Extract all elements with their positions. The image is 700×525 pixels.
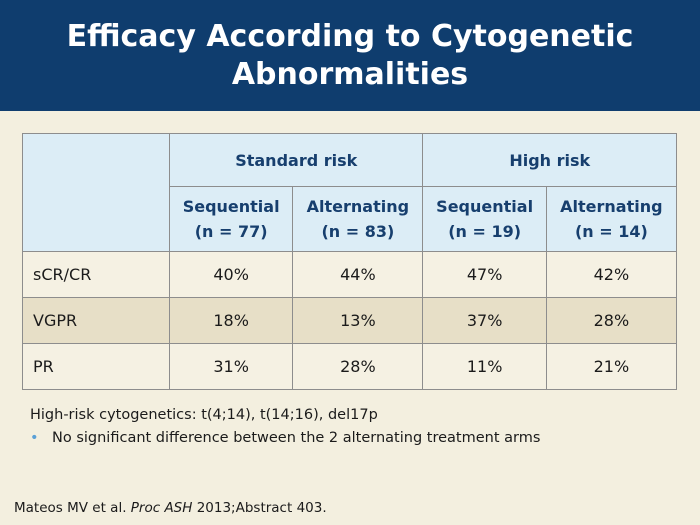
column-header: Alternating (n = 83): [292, 186, 424, 252]
row-label: sCR/CR: [22, 251, 170, 298]
slide-title-line-2: Abnormalities: [231, 57, 469, 92]
row-label: PR: [22, 343, 170, 390]
efficacy-table: Standard risk High risk Sequential (n = …: [22, 133, 678, 390]
bullet-icon: •: [30, 430, 39, 446]
column-header-n: (n = 14): [574, 222, 648, 241]
table-cell: 47%: [422, 251, 547, 298]
cytogenetics-definition: High-risk cytogenetics: t(4;14), t(14;16…: [30, 407, 378, 423]
citation-authors: Mateos MV et al.: [14, 500, 127, 516]
slide-title-line-1: Efficacy According to Cytogenetic: [66, 19, 634, 54]
table-cell: 42%: [545, 251, 678, 298]
column-header-n: (n = 83): [321, 222, 395, 241]
column-header-arm: Sequential: [182, 197, 280, 216]
notes: High-risk cytogenetics: t(4;14), t(14;16…: [30, 404, 540, 450]
citation: Mateos MV et al. Proc ASH 2013;Abstract …: [14, 500, 327, 516]
group-header-standard-risk: Standard risk: [168, 133, 424, 187]
title-bar: Efficacy According to Cytogenetic Abnorm…: [0, 0, 700, 111]
table-row: PR 31% 28% 11% 21%: [22, 343, 678, 390]
table-cell: 40%: [168, 251, 294, 298]
table-cell: 28%: [292, 343, 424, 390]
table-cell: 18%: [168, 297, 294, 344]
column-header-n: (n = 19): [448, 222, 522, 241]
column-header-arm: Alternating: [306, 197, 410, 216]
row-label: VGPR: [22, 297, 170, 344]
table-cell: 11%: [422, 343, 547, 390]
group-header-high-risk: High risk: [422, 133, 677, 187]
table-cell: 37%: [422, 297, 547, 344]
table-cell: 13%: [292, 297, 424, 344]
column-header: Alternating (n = 14): [545, 186, 678, 252]
column-header-arm: Alternating: [560, 197, 663, 216]
column-header-arm: Sequential: [436, 197, 534, 216]
bullet-item: • No significant difference between the 2…: [30, 427, 540, 450]
citation-details: 2013;Abstract 403.: [196, 500, 327, 516]
citation-journal: Proc ASH: [130, 500, 193, 516]
table-row: VGPR 18% 13% 37% 28%: [22, 297, 678, 344]
slide-title: Efficacy According to Cytogenetic Abnorm…: [0, 18, 700, 94]
column-header: Sequential (n = 77): [168, 186, 294, 252]
table-cell: 28%: [545, 297, 678, 344]
table-corner-cell: [22, 133, 170, 252]
column-header-n: (n = 77): [194, 222, 268, 241]
table-cell: 44%: [292, 251, 424, 298]
table-cell: 21%: [545, 343, 678, 390]
bullet-text: No significant difference between the 2 …: [52, 430, 541, 446]
table-cell: 31%: [168, 343, 294, 390]
table-row: sCR/CR 40% 44% 47% 42%: [22, 251, 678, 298]
column-header: Sequential (n = 19): [422, 186, 547, 252]
